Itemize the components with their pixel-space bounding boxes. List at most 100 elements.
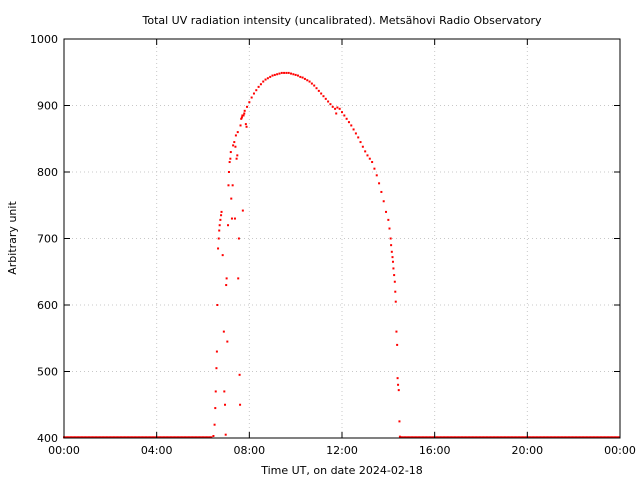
- data-point: [93, 436, 96, 439]
- y-axis-title: Arbitrary unit: [6, 201, 19, 275]
- data-point: [182, 436, 185, 439]
- data-point: [584, 436, 587, 439]
- data-point: [236, 154, 239, 157]
- data-point: [324, 97, 327, 100]
- data-point: [396, 343, 399, 346]
- data-point: [368, 157, 371, 160]
- data-point: [343, 114, 346, 117]
- data-point: [444, 436, 447, 439]
- data-point: [387, 218, 390, 221]
- data-point: [394, 290, 397, 293]
- data-point: [591, 436, 594, 439]
- data-point: [145, 436, 148, 439]
- data-point: [531, 436, 534, 439]
- data-point: [287, 71, 290, 74]
- data-point: [448, 436, 451, 439]
- data-point: [222, 330, 225, 333]
- data-point: [419, 436, 422, 439]
- data-point: [248, 101, 251, 104]
- data-point: [255, 89, 258, 92]
- data-point: [218, 224, 221, 227]
- data-point: [569, 436, 572, 439]
- data-point: [400, 436, 403, 439]
- data-point: [410, 436, 413, 439]
- data-point: [165, 436, 168, 439]
- data-points: [63, 71, 621, 439]
- data-point: [217, 237, 220, 240]
- data-point: [519, 436, 522, 439]
- data-point: [224, 403, 227, 406]
- data-point: [161, 436, 164, 439]
- data-point: [586, 436, 589, 439]
- data-point: [99, 436, 102, 439]
- data-point: [576, 436, 579, 439]
- data-point: [82, 436, 85, 439]
- data-point: [373, 167, 376, 170]
- data-point: [551, 436, 554, 439]
- data-point: [266, 77, 269, 80]
- data-point: [269, 75, 272, 78]
- data-point: [96, 436, 99, 439]
- data-point: [423, 436, 426, 439]
- data-point: [452, 436, 455, 439]
- data-point: [75, 436, 78, 439]
- data-point: [430, 436, 433, 439]
- data-point: [420, 436, 423, 439]
- data-point: [338, 107, 341, 110]
- data-point: [100, 436, 103, 439]
- data-point: [104, 436, 107, 439]
- data-point: [408, 436, 411, 439]
- data-point: [559, 436, 562, 439]
- data-point: [405, 436, 408, 439]
- data-point: [536, 436, 539, 439]
- data-point: [185, 436, 188, 439]
- data-point: [65, 436, 68, 439]
- data-point: [315, 87, 318, 90]
- data-point: [454, 436, 457, 439]
- data-point: [440, 436, 443, 439]
- data-point: [335, 112, 338, 115]
- data-point: [250, 96, 253, 99]
- data-point: [487, 436, 490, 439]
- data-point: [225, 284, 228, 287]
- data-point: [322, 95, 325, 98]
- data-point: [598, 436, 601, 439]
- data-point: [154, 436, 157, 439]
- data-point: [83, 436, 86, 439]
- data-point: [382, 200, 385, 203]
- x-tick-label: 12:00: [326, 444, 358, 457]
- data-point: [229, 151, 232, 154]
- data-point: [431, 436, 434, 439]
- data-point: [106, 436, 109, 439]
- data-point: [78, 436, 81, 439]
- data-point: [221, 254, 224, 257]
- data-point: [290, 72, 293, 75]
- data-point: [327, 100, 330, 103]
- data-point: [375, 174, 378, 177]
- data-point: [149, 436, 152, 439]
- data-point: [81, 436, 84, 439]
- data-point: [114, 436, 117, 439]
- data-point: [393, 280, 396, 283]
- data-point: [473, 436, 476, 439]
- data-point: [306, 79, 309, 82]
- data-point: [497, 436, 500, 439]
- data-point: [461, 436, 463, 439]
- data-point: [494, 436, 497, 439]
- data-point: [97, 436, 100, 439]
- data-point: [278, 72, 281, 75]
- data-point: [229, 157, 232, 160]
- data-point: [605, 436, 608, 439]
- data-point: [580, 436, 583, 439]
- data-point: [516, 436, 519, 439]
- data-point: [142, 436, 145, 439]
- data-point: [352, 128, 355, 131]
- data-point: [593, 436, 596, 439]
- data-point: [164, 436, 167, 439]
- data-point: [79, 436, 82, 439]
- data-point: [611, 436, 614, 439]
- data-point: [502, 436, 505, 439]
- data-point: [239, 124, 242, 127]
- data-point: [561, 436, 564, 439]
